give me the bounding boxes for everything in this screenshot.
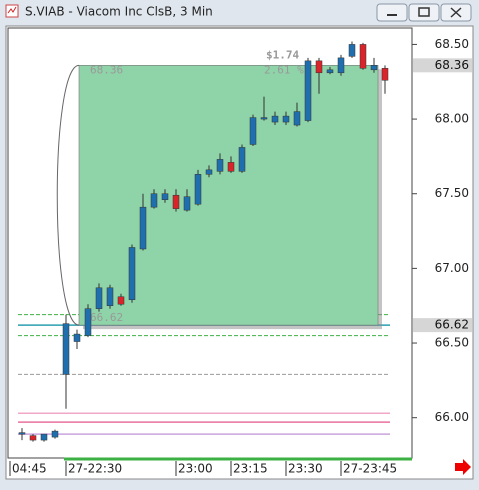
window-title: S.VIAB - Viacom Inc ClsB, 3 Min xyxy=(25,5,213,19)
candle-body xyxy=(370,65,378,71)
candle-body xyxy=(326,69,334,74)
y-tick-label: 66.00 xyxy=(435,410,469,424)
candle-body xyxy=(128,247,136,300)
candle-body xyxy=(205,169,213,175)
window-icon-graph xyxy=(7,6,17,14)
measure-high-label: 68.36 xyxy=(90,63,123,76)
candle-body xyxy=(315,60,323,74)
candle-body xyxy=(172,194,180,209)
y-tick-label: 67.00 xyxy=(435,261,469,275)
candle-body xyxy=(359,44,367,69)
maximize-button[interactable] xyxy=(408,3,440,22)
price-marker-box xyxy=(413,318,472,333)
candle-body xyxy=(18,432,26,435)
x-tick-label: 23:15 xyxy=(233,462,268,476)
candle-body xyxy=(51,430,59,438)
price-marker-label: 66.62 xyxy=(435,318,469,332)
measure-percent-label: 2.61 % xyxy=(264,63,304,76)
candle-body xyxy=(381,68,389,81)
candle-body xyxy=(282,115,290,123)
candle-body xyxy=(238,147,246,172)
y-tick-label: 67.50 xyxy=(435,186,469,200)
y-tick-label: 68.00 xyxy=(435,112,469,126)
minimize-button[interactable] xyxy=(376,3,408,22)
candle-body xyxy=(95,287,103,309)
close-icon xyxy=(450,7,462,18)
price-marker-box xyxy=(413,58,472,73)
x-tick-label: 23:00 xyxy=(178,462,213,476)
candle-body xyxy=(106,287,114,306)
candle-body xyxy=(150,193,158,208)
candle-body xyxy=(348,44,356,57)
measure-change-label: $1.74 xyxy=(266,48,299,61)
candle-body xyxy=(73,333,81,342)
candle-body xyxy=(249,117,257,145)
candle-body xyxy=(271,115,279,123)
y-tick-label: 66.50 xyxy=(435,336,469,350)
x-tick-label: 27-22:30 xyxy=(68,462,122,476)
x-tick-label: 04:45 xyxy=(12,462,47,476)
window-buttons[interactable] xyxy=(376,3,472,22)
candle-body xyxy=(293,111,301,126)
y-tick-label: 68.50 xyxy=(435,37,469,51)
candle-body xyxy=(216,159,224,172)
price-marker-label: 68.36 xyxy=(435,58,469,72)
x-tick-label: 27-23:45 xyxy=(343,462,397,476)
candle-body xyxy=(84,308,92,336)
candle-body xyxy=(62,323,70,375)
candle-body xyxy=(161,193,169,200)
candle-body xyxy=(139,206,147,250)
measure-bracket xyxy=(56,64,80,326)
measure-box xyxy=(78,65,379,326)
candle-body xyxy=(227,162,235,172)
candle-body xyxy=(29,435,37,441)
candle-body xyxy=(194,174,202,205)
x-tick-label: 23:30 xyxy=(288,462,323,476)
candle-body xyxy=(304,60,312,121)
candle-body xyxy=(260,117,268,120)
candle-body xyxy=(337,57,345,74)
maximize-icon xyxy=(418,7,430,17)
scroll-arrow[interactable] xyxy=(455,459,471,475)
candle-body xyxy=(183,196,191,211)
plot: 66.00 66.50 67.00 67.50 68.00 68.50 68.36 66.62… xyxy=(9,37,472,476)
measure-low-label: 66.62 xyxy=(90,311,123,324)
candle-body xyxy=(117,296,125,305)
candle-body xyxy=(40,433,48,441)
